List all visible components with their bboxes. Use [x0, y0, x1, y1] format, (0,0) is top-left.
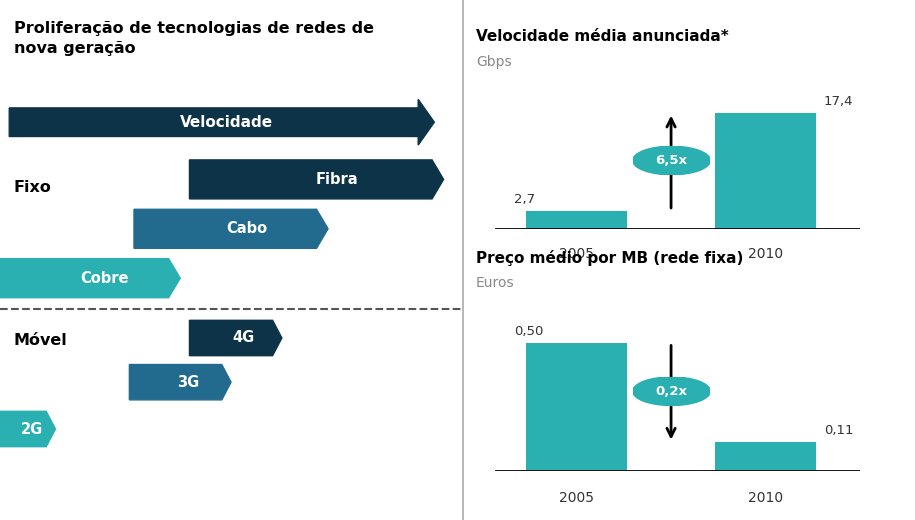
- Text: Cobre: Cobre: [81, 271, 129, 285]
- Text: Fixo: Fixo: [14, 180, 52, 194]
- Text: Cabo: Cabo: [226, 222, 267, 236]
- Text: 2005: 2005: [559, 247, 594, 261]
- Text: Velocidade média anunciada*: Velocidade média anunciada*: [476, 29, 728, 44]
- Text: Euros: Euros: [476, 276, 514, 290]
- Text: 2005: 2005: [559, 490, 594, 504]
- Text: 2010: 2010: [748, 490, 783, 504]
- Bar: [716, 113, 816, 229]
- Text: Móvel: Móvel: [14, 333, 68, 348]
- Polygon shape: [189, 320, 282, 356]
- Bar: [526, 343, 627, 471]
- FancyArrow shape: [9, 99, 435, 145]
- Text: 6,5x: 6,5x: [655, 154, 687, 167]
- Text: Proliferação de tecnologias de redes de
nova geração: Proliferação de tecnologias de redes de …: [14, 21, 374, 56]
- Text: 2,7: 2,7: [514, 193, 535, 206]
- Text: 2G: 2G: [21, 422, 43, 436]
- Text: 0,50: 0,50: [514, 324, 544, 337]
- Polygon shape: [0, 411, 56, 447]
- Text: 2010: 2010: [748, 247, 783, 261]
- Bar: [526, 211, 627, 229]
- Polygon shape: [189, 160, 444, 199]
- Text: 4G: 4G: [231, 331, 254, 345]
- Text: 17,4: 17,4: [824, 95, 854, 108]
- Polygon shape: [129, 365, 231, 400]
- Text: 0,11: 0,11: [824, 424, 854, 437]
- Polygon shape: [134, 209, 328, 248]
- Text: 3G: 3G: [178, 375, 199, 389]
- Polygon shape: [0, 258, 180, 297]
- Text: Fibra: Fibra: [316, 172, 358, 187]
- Text: Preço médio por MB (rede fixa): Preço médio por MB (rede fixa): [476, 250, 743, 266]
- Text: Gbps: Gbps: [476, 55, 511, 69]
- Ellipse shape: [632, 146, 710, 175]
- Text: Velocidade: Velocidade: [180, 115, 273, 129]
- Bar: [716, 443, 816, 471]
- Text: 0,2x: 0,2x: [655, 385, 687, 398]
- Ellipse shape: [632, 377, 710, 406]
